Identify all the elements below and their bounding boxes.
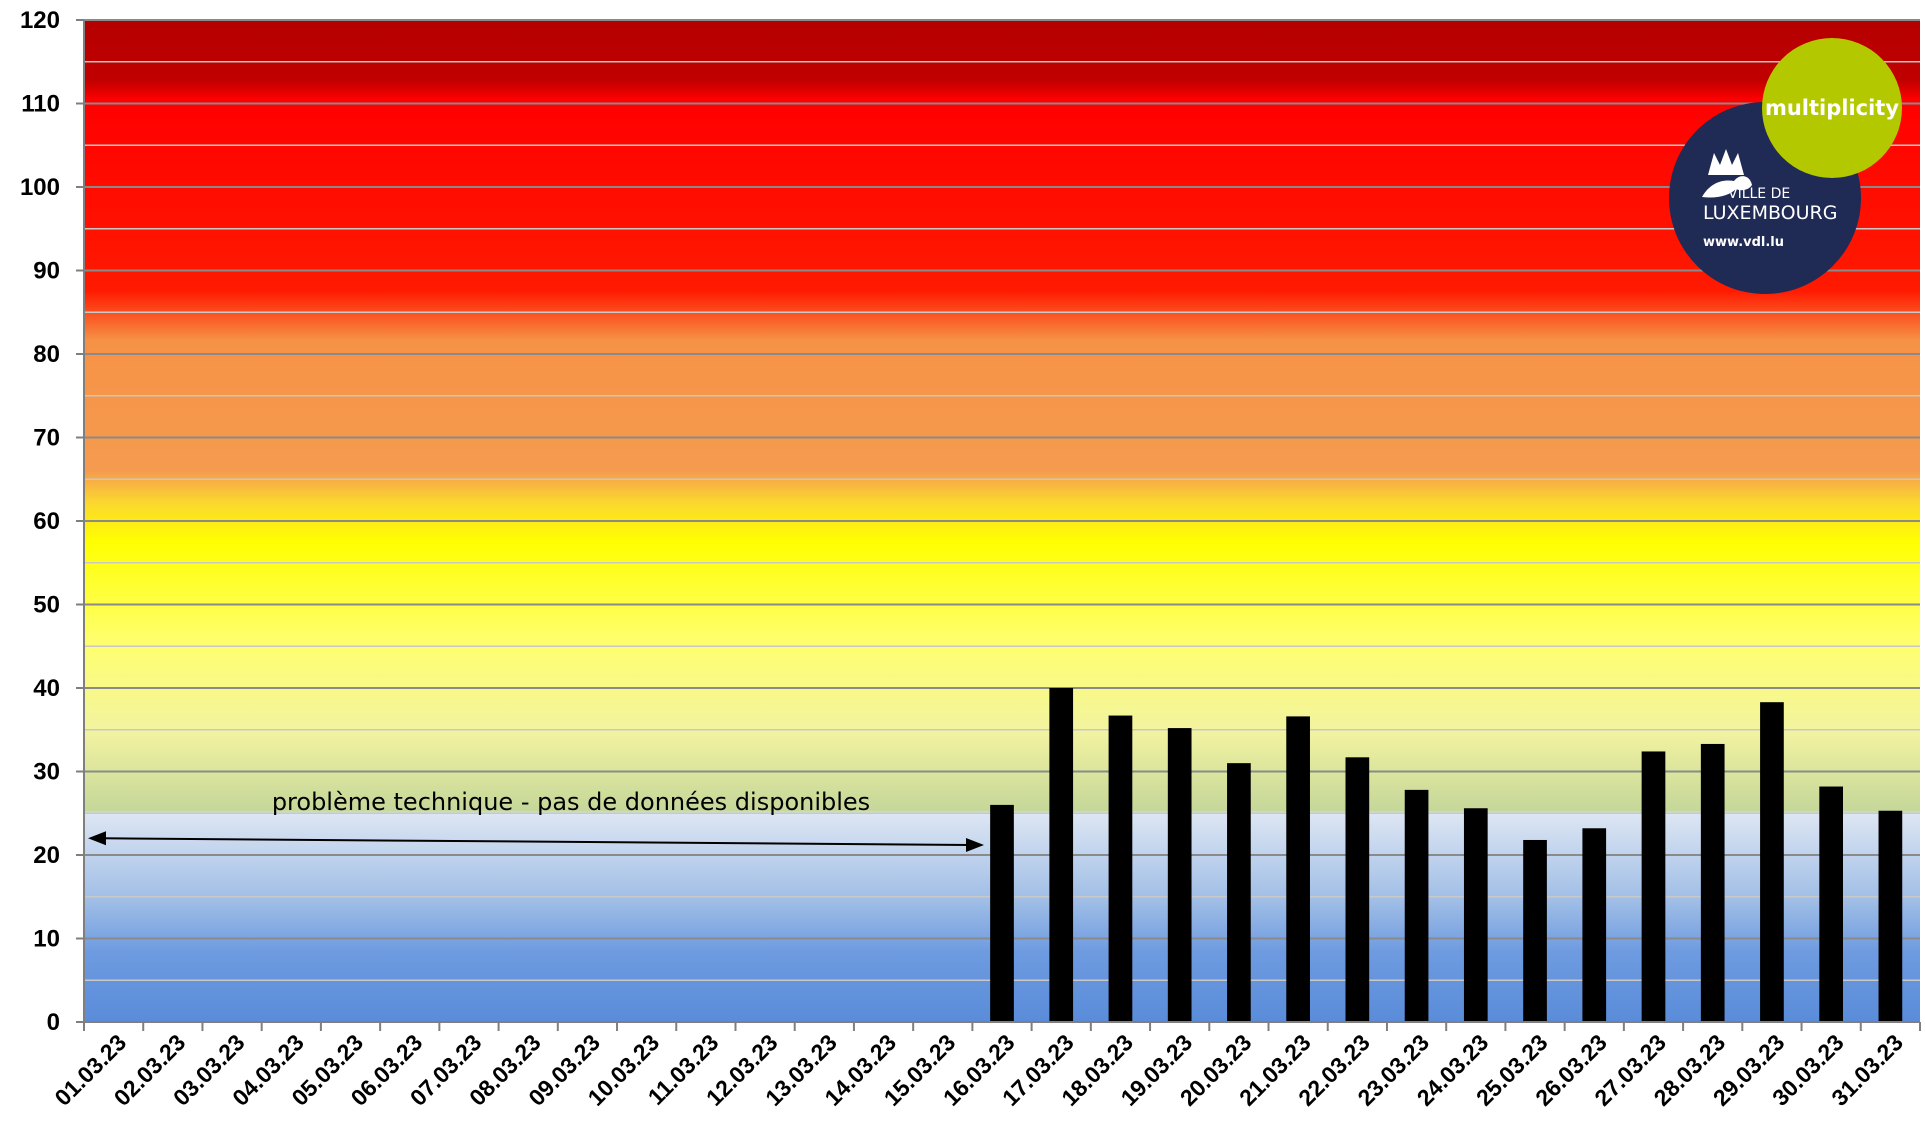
bar xyxy=(1463,808,1488,1022)
vdl-logo-line2: LUXEMBOURG xyxy=(1703,202,1837,224)
bar xyxy=(1523,839,1547,1022)
bar xyxy=(1819,786,1844,1022)
bar xyxy=(1878,810,1903,1022)
bar xyxy=(1404,789,1429,1022)
y-tick-label: 0 xyxy=(47,1009,60,1036)
lion-crown-icon xyxy=(1702,149,1752,198)
bar xyxy=(1108,715,1133,1022)
bar xyxy=(1760,702,1784,1022)
multiplicity-logo xyxy=(1762,38,1902,178)
bar xyxy=(1582,828,1607,1022)
arrowhead-right xyxy=(966,837,984,852)
arrowhead-left xyxy=(88,831,106,846)
annotation-arrow xyxy=(101,837,971,846)
vdl-logo-url: www.vdl.lu xyxy=(1703,235,1784,250)
y-tick-label: 30 xyxy=(33,759,60,786)
gridlines xyxy=(84,19,1920,981)
y-tick-label: 50 xyxy=(33,592,60,619)
y-tick-label: 70 xyxy=(33,425,60,452)
bar xyxy=(1049,688,1074,1022)
y-tick-label: 10 xyxy=(33,926,60,953)
y-tick-label: 90 xyxy=(33,258,60,285)
multiplicity-logo-text: multiplicity xyxy=(1765,96,1899,120)
annotation: problème technique - pas de données disp… xyxy=(88,788,984,852)
bar xyxy=(1700,743,1725,1022)
y-tick-label: 100 xyxy=(20,174,60,201)
bar xyxy=(1227,763,1251,1022)
y-tick-label: 60 xyxy=(33,508,60,535)
y-tick-label: 40 xyxy=(33,675,60,702)
x-tick-labels: 01.03.2302.03.2303.03.2304.03.2305.03.23… xyxy=(49,1029,1907,1111)
bar xyxy=(990,804,1014,1022)
bar xyxy=(1286,716,1310,1022)
y-tick-label: 120 xyxy=(20,7,60,34)
logos: VILLE DE LUXEMBOURG www.vdl.lu multiplic… xyxy=(1669,38,1902,294)
bar xyxy=(1641,751,1666,1022)
y-tick-label: 80 xyxy=(33,341,60,368)
vdl-logo-line1: VILLE DE xyxy=(1728,186,1790,202)
annotation-text: problème technique - pas de données disp… xyxy=(272,788,870,816)
y-tick-label: 20 xyxy=(33,842,60,869)
y-tick-label: 110 xyxy=(21,91,60,118)
bar xyxy=(1167,728,1192,1022)
bar xyxy=(1345,757,1370,1022)
y-tick-labels: 0 10 20 30 40 50 60 70 80 90 100 110 120 xyxy=(20,7,60,1036)
axes xyxy=(76,19,1921,1031)
bars xyxy=(990,688,1903,1022)
